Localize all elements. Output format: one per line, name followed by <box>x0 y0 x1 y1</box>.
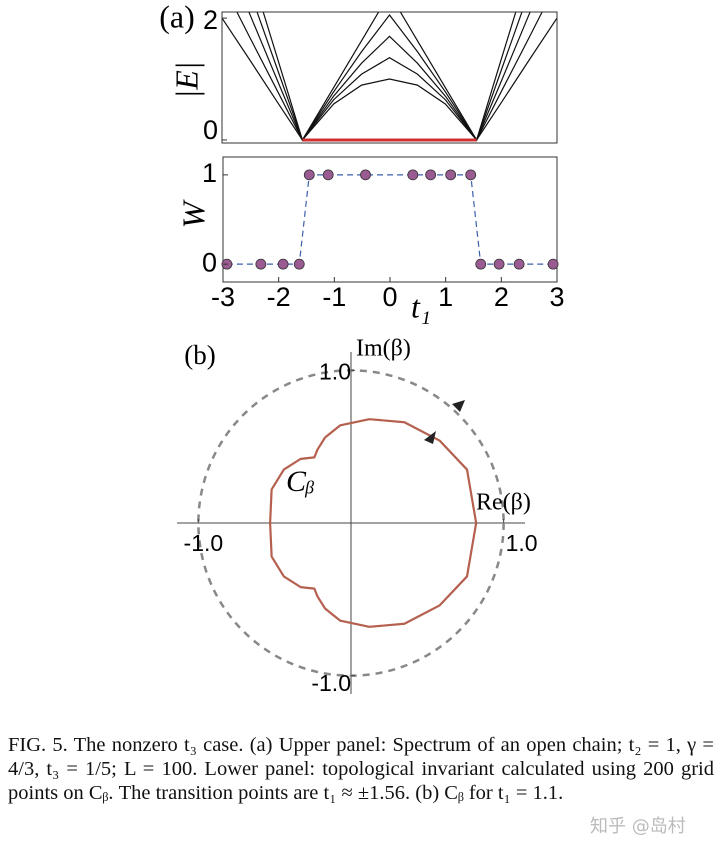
data-point <box>465 169 477 181</box>
band-line <box>262 12 517 142</box>
y-axis-label: W <box>175 198 211 228</box>
axes-box <box>222 156 558 283</box>
data-point <box>293 258 305 270</box>
data-point <box>407 169 419 181</box>
connector-line <box>226 174 554 265</box>
curve-label: Cᵦ <box>286 465 315 498</box>
data-point <box>475 258 487 270</box>
band-line <box>222 17 557 141</box>
watermark: 知乎 @岛村 <box>590 816 686 837</box>
data-point <box>445 169 457 181</box>
x-tick-label: 3 <box>549 282 564 312</box>
plot-area <box>222 12 557 142</box>
y-tick-label: -1.0 <box>311 670 351 696</box>
data-point <box>547 258 559 270</box>
x-tick-label: 2 <box>494 282 509 312</box>
data-point <box>513 258 525 270</box>
data-point <box>360 169 371 181</box>
y-tick-label: 0 <box>203 115 218 145</box>
curve <box>269 418 478 628</box>
axes-box <box>221 11 558 144</box>
panel-label: (a) <box>159 0 195 34</box>
data-point <box>303 169 315 181</box>
y-tick-label: 0 <box>202 247 217 277</box>
data-point <box>322 169 334 181</box>
arrow <box>424 431 436 444</box>
x-axis-label: t₁ <box>411 288 431 324</box>
y-tick-label: 1 <box>202 158 217 188</box>
x-tick-label: 1 <box>438 282 453 312</box>
y-axis-label: Im(β) <box>356 336 411 362</box>
x-tick-label: -1 <box>322 282 346 312</box>
figure: 0 2 (a) |E| 0 1 -3 -2 -1 0 1 2 3 Wt₁ -1.0 1.0 -1.0 1.0 (b)… <box>159 0 564 696</box>
band-line <box>236 12 543 142</box>
x-tick-label: -2 <box>267 282 291 312</box>
y-tick-label: 2 <box>203 5 218 35</box>
x-tick-label: -1.0 <box>184 530 224 556</box>
data-point <box>277 258 289 270</box>
band-line <box>256 12 523 142</box>
x-tick-label: -3 <box>211 282 235 312</box>
y-axis-label: |E| <box>168 61 204 98</box>
data-point <box>493 258 505 270</box>
arrow <box>452 400 465 412</box>
data-point <box>425 169 437 181</box>
x-axis-label: Re(β) <box>476 490 531 516</box>
x-tick-label: 1.0 <box>506 530 538 556</box>
panel-label: (b) <box>184 340 215 370</box>
y-tick-label: 1.0 <box>319 358 351 384</box>
data-point <box>255 258 267 270</box>
x-tick-label: 0 <box>382 282 397 312</box>
band-line <box>248 12 531 142</box>
caption: FIG. 5. The nonzero t₃ case. (a) Upper p… <box>8 734 714 804</box>
